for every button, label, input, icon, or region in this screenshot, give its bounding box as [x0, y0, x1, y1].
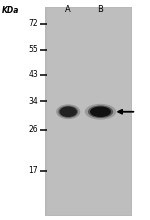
Ellipse shape [85, 104, 116, 120]
Ellipse shape [90, 106, 111, 117]
Bar [45, 7, 132, 216]
Bar [46, 8, 130, 214]
Text: A: A [65, 6, 71, 14]
Text: 34: 34 [28, 97, 38, 106]
Ellipse shape [60, 106, 77, 117]
Ellipse shape [56, 104, 80, 119]
Text: 17: 17 [29, 166, 38, 175]
Text: KDa: KDa [2, 6, 19, 15]
Text: B: B [97, 6, 103, 14]
Ellipse shape [88, 105, 113, 118]
Text: 43: 43 [28, 70, 38, 79]
Text: 55: 55 [28, 45, 38, 54]
Text: 26: 26 [29, 125, 38, 134]
Ellipse shape [58, 106, 78, 118]
Text: 72: 72 [29, 19, 38, 28]
